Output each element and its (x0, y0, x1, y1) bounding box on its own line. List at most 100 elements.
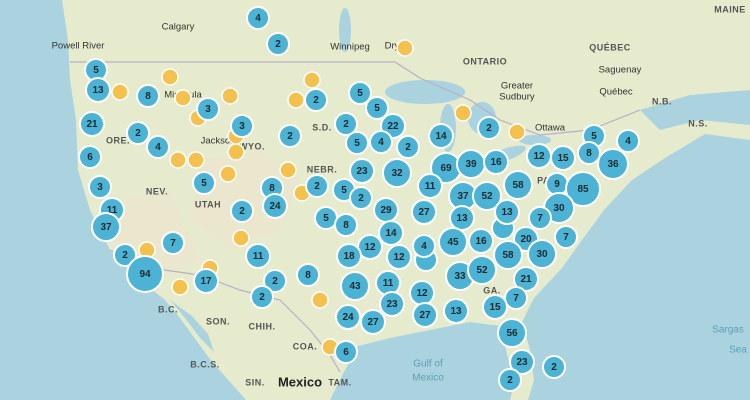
cluster[interactable]: 23 (509, 349, 535, 375)
cluster[interactable]: 27 (412, 302, 438, 328)
cluster[interactable]: 21 (513, 266, 539, 292)
cluster[interactable]: 13 (85, 77, 111, 103)
cluster-marker[interactable] (334, 112, 358, 136)
cluster[interactable]: 58 (503, 170, 533, 200)
location-marker[interactable] (174, 89, 192, 107)
location-marker[interactable] (396, 39, 414, 57)
cluster-marker[interactable] (230, 199, 254, 223)
cluster-marker[interactable] (91, 212, 121, 242)
cluster-marker[interactable] (509, 349, 535, 375)
cluster-marker[interactable] (263, 269, 287, 293)
cluster[interactable]: 7 (528, 206, 552, 230)
cluster-marker[interactable] (527, 239, 557, 269)
cluster-marker[interactable] (360, 309, 386, 335)
cluster-marker[interactable] (494, 199, 520, 225)
cluster[interactable]: 24 (262, 193, 288, 219)
cluster-marker[interactable] (369, 130, 393, 154)
cluster-marker[interactable] (550, 145, 576, 171)
cluster-marker[interactable] (498, 368, 522, 392)
cluster-marker[interactable] (345, 131, 369, 155)
cluster-marker[interactable] (411, 199, 437, 225)
cluster[interactable]: 2 (498, 368, 522, 392)
cluster[interactable]: 27 (411, 199, 437, 225)
cluster-marker[interactable] (378, 220, 404, 246)
cluster-marker[interactable] (262, 193, 288, 219)
cluster-marker[interactable] (196, 97, 220, 121)
location-marker[interactable] (221, 87, 239, 105)
cluster-marker[interactable] (246, 6, 270, 30)
cluster[interactable]: 32 (382, 158, 412, 188)
cluster[interactable]: 12 (409, 280, 435, 306)
cluster[interactable]: 15 (550, 145, 576, 171)
cluster-marker[interactable] (349, 158, 375, 184)
cluster[interactable]: 39 (456, 149, 486, 179)
cluster[interactable]: 9 (545, 172, 569, 196)
cluster[interactable]: 2 (542, 355, 566, 379)
cluster[interactable]: 18 (336, 243, 362, 269)
location-marker[interactable] (187, 151, 205, 169)
cluster[interactable]: 2 (349, 186, 373, 210)
cluster-marker[interactable] (577, 141, 601, 165)
cluster-marker[interactable] (477, 116, 501, 140)
cluster-marker[interactable] (503, 170, 533, 200)
cluster[interactable]: 17 (193, 268, 219, 294)
cluster-marker[interactable] (616, 129, 640, 153)
cluster[interactable]: 4 (616, 129, 640, 153)
cluster[interactable]: 2 (305, 174, 329, 198)
cluster-marker[interactable] (438, 227, 468, 257)
location-marker[interactable] (287, 91, 305, 109)
cluster[interactable]: 6 (334, 340, 358, 364)
cluster[interactable]: 13 (494, 199, 520, 225)
cluster-marker[interactable] (336, 243, 362, 269)
cluster[interactable]: 30 (527, 239, 557, 269)
cluster[interactable]: 58 (493, 240, 523, 270)
cluster[interactable]: 52 (472, 181, 502, 211)
cluster[interactable]: 2 (126, 121, 150, 145)
cluster[interactable]: 2 (334, 112, 358, 136)
cluster-marker[interactable] (483, 149, 509, 175)
cluster-marker[interactable] (382, 158, 412, 188)
cluster[interactable]: 2 (250, 285, 274, 309)
cluster[interactable]: 4 (146, 135, 170, 159)
cluster-marker[interactable] (305, 174, 329, 198)
cluster[interactable]: 8 (136, 84, 160, 108)
location-marker[interactable] (219, 165, 237, 183)
cluster[interactable]: 45 (438, 227, 468, 257)
cluster-marker[interactable] (334, 213, 358, 237)
cluster-marker[interactable] (245, 243, 271, 269)
cluster-marker[interactable] (412, 302, 438, 328)
cluster-marker[interactable] (417, 173, 443, 199)
cluster[interactable]: 2 (266, 32, 290, 56)
cluster-marker[interactable] (565, 171, 601, 207)
cluster-marker[interactable] (136, 84, 160, 108)
cluster-marker[interactable] (504, 286, 528, 310)
location-marker[interactable] (111, 83, 129, 101)
cluster-marker[interactable] (528, 206, 552, 230)
cluster[interactable]: 3 (88, 175, 112, 199)
cluster-marker[interactable] (396, 135, 420, 159)
cluster-marker[interactable] (597, 148, 629, 180)
cluster[interactable]: 5 (365, 96, 389, 120)
cluster-marker[interactable] (230, 114, 254, 138)
cluster[interactable]: 7 (161, 231, 185, 255)
cluster-marker[interactable] (304, 88, 328, 112)
location-marker[interactable] (303, 71, 321, 89)
cluster-marker[interactable] (443, 298, 469, 324)
cluster[interactable]: 13 (449, 205, 475, 231)
cluster[interactable]: 94 (126, 255, 164, 293)
location-marker[interactable] (171, 278, 189, 296)
cluster[interactable]: 43 (340, 271, 370, 301)
cluster-marker[interactable] (161, 231, 185, 255)
cluster[interactable]: 13 (443, 298, 469, 324)
cluster[interactable]: 2 (230, 199, 254, 223)
cluster[interactable]: 23 (349, 158, 375, 184)
location-marker[interactable] (311, 291, 329, 309)
cluster[interactable]: 5 (192, 171, 216, 195)
cluster-marker[interactable] (113, 243, 137, 267)
cluster[interactable]: 2 (263, 269, 287, 293)
cluster-marker[interactable] (467, 255, 497, 285)
cluster-marker[interactable] (296, 263, 320, 287)
cluster[interactable]: 16 (483, 149, 509, 175)
cluster[interactable]: 12 (386, 244, 412, 270)
location-marker[interactable] (161, 68, 179, 86)
